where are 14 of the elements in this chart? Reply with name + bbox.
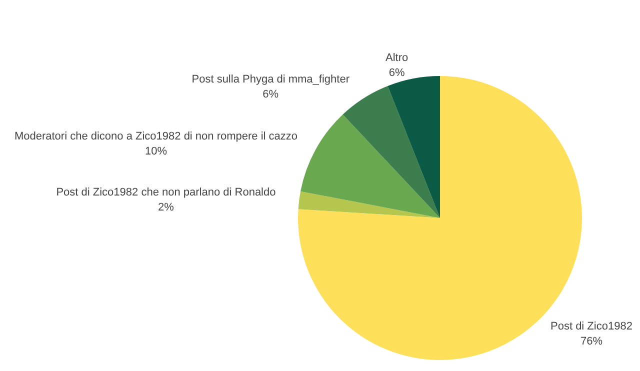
pie-slice — [342, 86, 440, 218]
data-label: 76% — [580, 335, 603, 348]
pie-slice — [300, 114, 440, 218]
data-label: 2% — [158, 201, 174, 214]
slice-label: Post di Zico1982 che non parlano di Ronaldo — [56, 186, 276, 198]
slice-label: Post sulla Phyga di mma_fighter — [192, 73, 350, 86]
data-label: 6% — [262, 88, 279, 100]
data-label: 6% — [388, 66, 405, 79]
slice-label: Post di Zico1982 — [550, 320, 632, 332]
slice-label: Moderatori che dicono a Zico1982 di non rompere il cazzo — [14, 130, 298, 142]
pie-slice — [298, 191, 440, 218]
pie-slice — [388, 76, 440, 218]
data-label: 10% — [144, 145, 168, 158]
slice-label: Altro — [386, 52, 408, 64]
